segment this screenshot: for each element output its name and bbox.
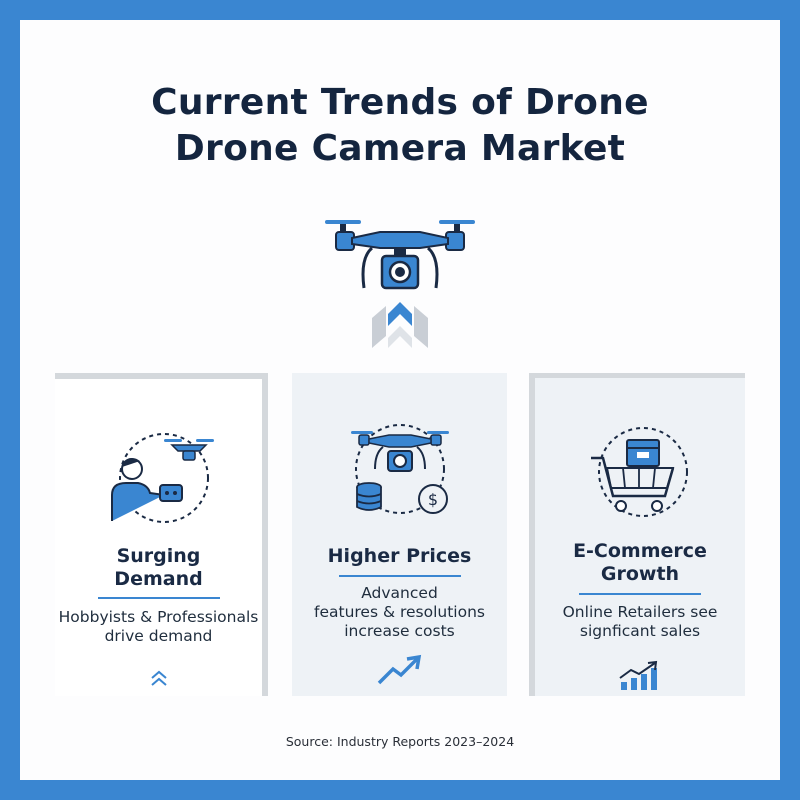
card-text-line-2: drive demand: [104, 627, 213, 645]
card-title-line-1: Surging: [116, 545, 201, 567]
drone-camera-icon: [325, 220, 475, 348]
card-title: E-Commerce Growth: [535, 540, 745, 586]
divider: [338, 575, 461, 577]
card-surging-demand: Surging Demand Hobbyists & Professionals…: [55, 373, 268, 696]
card-title-line-1: E-Commerce: [573, 540, 707, 562]
card-text-line-1: Online Retailers see: [562, 603, 718, 621]
source-note: Source: Industry Reports 2023–2024: [285, 734, 515, 749]
infographic-frame: Current Trends of Drone Drone Camera Mar…: [20, 20, 780, 780]
divider: [97, 597, 220, 599]
card-text-line-3: increase costs: [344, 622, 455, 640]
trend-up-arrow-icon: [377, 654, 421, 685]
svg-text:$: $: [427, 490, 437, 509]
page-title: Current Trends of Drone Drone Camera Mar…: [20, 80, 780, 172]
drone-with-coins-icon: $: [350, 424, 449, 514]
person-with-drone-remote-icon: [110, 433, 214, 523]
bar-growth-icon: [619, 660, 658, 690]
card-description: Advanced features & resolutions increase…: [292, 584, 507, 641]
card-description: Online Retailers see signficant sales: [535, 603, 745, 641]
divider: [579, 593, 701, 595]
double-chevron-up-icon: [150, 670, 167, 686]
title-line-1: Current Trends of Drone: [151, 82, 649, 123]
card-text-line-2: signficant sales: [579, 622, 701, 640]
card-title-line-2: Growth: [600, 563, 680, 585]
card-text-line-2: features & resolutions: [314, 603, 485, 621]
card-title: Surging Demand: [55, 545, 262, 591]
card-title: Higher Prices: [292, 545, 507, 568]
card-text-line-1: Advanced: [361, 584, 438, 602]
card-title-line-1: Higher Prices: [327, 545, 472, 567]
shopping-cart-icon: [591, 427, 688, 517]
card-higher-prices: $ Higher Prices Advanced features & reso…: [292, 373, 507, 696]
title-line-2: Drone Camera Market: [174, 128, 626, 169]
card-description: Hobbyists & Professionals drive demand: [55, 608, 262, 646]
card-title-line-2: Demand: [114, 568, 203, 590]
card-ecommerce-growth: E-Commerce Growth Online Retailers see s…: [529, 373, 745, 696]
card-text-line-1: Hobbyists & Professionals: [58, 608, 259, 626]
